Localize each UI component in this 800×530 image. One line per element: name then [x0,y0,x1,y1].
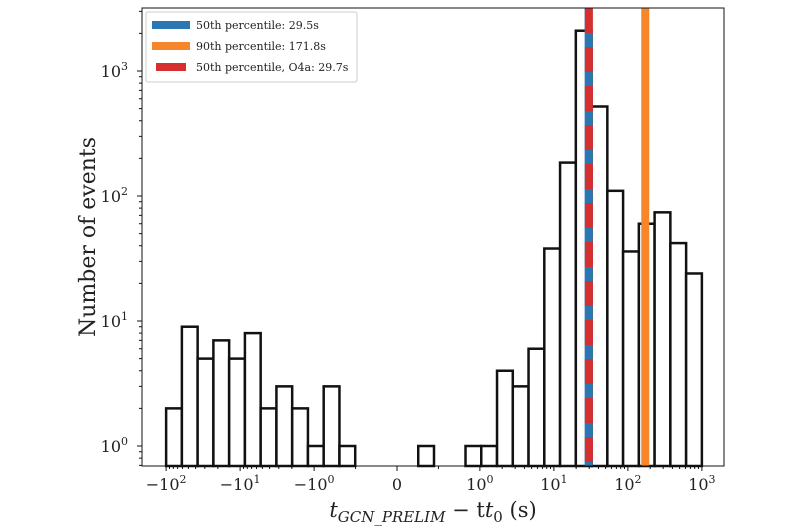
histogram-bar [558,161,578,468]
legend-label: 50th percentile, O4a: 29.7s [196,61,349,74]
x-tick-label: −101 [220,473,261,494]
histogram-bar [243,331,262,468]
y-tick-label: 102 [101,185,128,206]
x-tick-label: −100 [294,473,335,494]
histogram-bar [196,357,215,468]
legend-label: 50th percentile: 29.5s [196,19,319,32]
histogram-bar [543,247,562,468]
histogram-bar [322,385,341,468]
histogram-bar [275,385,294,468]
histogram-bar [606,189,625,468]
histogram-bar [338,444,357,468]
x-tick-label: 101 [540,473,567,494]
histogram-bar [212,339,231,468]
y-tick-label: 103 [101,60,128,81]
histogram-bar [527,347,546,468]
histogram-bar [511,385,530,468]
x-tick-label: −102 [146,473,187,494]
y-tick-label: 100 [101,435,128,456]
histogram-bar [653,211,672,468]
histogram-bar [227,357,247,468]
histogram-bar [590,105,609,468]
histogram-bar [416,444,436,468]
histogram-bar [306,444,325,468]
histogram-bar [464,444,483,468]
y-axis-label: Number of events [76,137,101,337]
histogram-bar [290,407,310,468]
histogram-bar [180,325,199,468]
histogram-bar [669,241,688,468]
histogram-bar [480,444,499,468]
plot-frame [141,7,725,467]
histogram-bar [495,369,515,468]
x-tick-label: 100 [466,473,493,494]
x-tick-label: 0 [392,475,402,494]
legend: 50th percentile: 29.5s 90th percentile: 1… [145,11,358,83]
legend-label: 90th percentile: 171.8s [196,40,326,53]
x-tick-label: 103 [688,473,715,494]
histogram-bar [259,407,278,468]
histogram-bar [164,407,184,468]
y-tick-label: 101 [101,310,128,331]
x-axis-label: tGCN_PRELIM − tt0 (s) [329,498,536,526]
histogram-bar [684,272,704,468]
histogram-bar [621,250,641,468]
x-tick-label: 102 [614,473,641,494]
